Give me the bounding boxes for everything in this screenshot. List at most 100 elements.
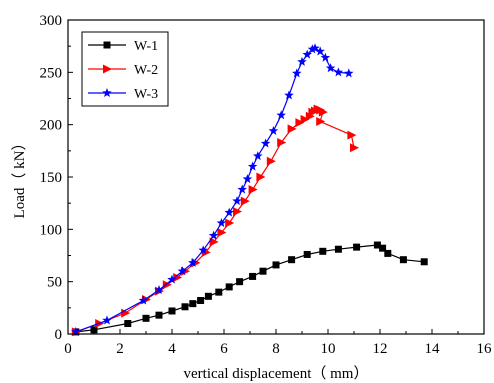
data-point	[373, 241, 381, 249]
data-point	[173, 272, 183, 282]
data-point	[307, 44, 318, 54]
data-point	[287, 124, 297, 134]
y-tick-label: 200	[40, 118, 63, 134]
data-point	[384, 249, 392, 257]
y-tick-label: 100	[40, 222, 63, 238]
y-tick-label: 250	[40, 65, 63, 81]
series-w-3	[71, 43, 354, 336]
legend-label: W-2	[134, 63, 158, 78]
legend: W-1 W-2 W-3	[81, 31, 169, 107]
data-point	[310, 43, 320, 53]
data-point	[295, 118, 305, 128]
data-point	[292, 68, 302, 78]
legend-label: W-3	[134, 87, 158, 102]
data-point	[208, 230, 219, 240]
y-tick-label: 0	[55, 327, 63, 343]
data-point	[300, 114, 310, 124]
data-point	[344, 68, 354, 78]
data-point	[124, 320, 132, 328]
data-point	[236, 278, 244, 286]
data-point	[189, 300, 197, 308]
data-point	[225, 218, 235, 228]
data-point	[142, 314, 150, 322]
legend-item: W-3	[88, 87, 158, 102]
x-axis-label: vertical displacement（ mm）	[184, 365, 369, 382]
data-point	[268, 125, 279, 135]
legend-item: W-1	[88, 39, 158, 54]
data-point	[379, 244, 387, 252]
data-point	[209, 237, 219, 247]
data-point	[276, 110, 286, 120]
data-point	[217, 227, 227, 237]
x-tick-label: 4	[168, 341, 176, 357]
data-point	[225, 283, 233, 291]
legend-marker	[103, 41, 111, 49]
data-point	[71, 326, 81, 336]
data-point	[266, 156, 276, 166]
y-tick-label: 300	[40, 13, 63, 29]
data-point	[216, 218, 227, 228]
data-point	[138, 295, 149, 305]
data-point	[259, 267, 267, 275]
data-point	[249, 272, 257, 280]
data-point	[350, 143, 359, 153]
data-point	[260, 138, 271, 148]
series-w-2	[71, 104, 359, 337]
data-point	[353, 243, 361, 251]
data-point	[162, 280, 172, 290]
y-axis-label: Load（ kN）	[11, 136, 28, 219]
data-point	[253, 151, 263, 161]
data-point	[167, 274, 177, 284]
data-point	[318, 107, 328, 117]
data-point	[237, 184, 247, 194]
legend-label: W-1	[134, 39, 158, 54]
x-tick-label: 12	[373, 341, 388, 357]
x-tick-label: 2	[116, 341, 124, 357]
data-point	[272, 261, 280, 269]
data-point	[224, 207, 234, 217]
series-w-1	[72, 241, 428, 336]
data-point	[102, 315, 112, 325]
data-point	[168, 307, 176, 315]
x-tick-label: 14	[425, 341, 441, 357]
data-point	[155, 311, 163, 319]
data-point	[247, 161, 258, 171]
y-tick-label: 50	[47, 275, 62, 291]
data-point	[420, 258, 428, 266]
data-point	[399, 256, 407, 264]
data-point	[188, 257, 198, 267]
data-point	[333, 67, 344, 77]
series-line	[75, 244, 425, 333]
data-point	[197, 297, 205, 305]
data-point	[347, 130, 357, 140]
data-point	[154, 285, 164, 295]
data-point	[232, 196, 242, 206]
data-point	[288, 256, 296, 264]
x-tick-label: 8	[272, 341, 280, 357]
data-point	[316, 117, 326, 127]
legend-marker	[103, 64, 112, 74]
data-point	[297, 56, 307, 66]
data-point	[215, 288, 223, 296]
series-layer	[71, 43, 428, 337]
data-point	[302, 49, 312, 59]
data-point	[305, 111, 315, 121]
tick-layer: 0 2 4 6 8 10 12 14 16 0 50 100 150 200 250 300	[40, 13, 493, 357]
data-point	[320, 52, 331, 62]
data-point	[334, 245, 342, 253]
data-point	[319, 247, 327, 255]
data-point	[325, 63, 336, 73]
series-line	[75, 108, 355, 333]
x-tick-label: 16	[477, 341, 493, 357]
legend-marker	[102, 88, 112, 98]
data-point	[303, 250, 311, 258]
data-point	[315, 46, 325, 56]
data-point	[177, 266, 188, 276]
data-point	[90, 326, 98, 334]
data-point	[204, 292, 212, 300]
legend-item: W-2	[88, 63, 158, 78]
data-point	[256, 172, 266, 182]
y-tick-label: 150	[40, 170, 63, 186]
